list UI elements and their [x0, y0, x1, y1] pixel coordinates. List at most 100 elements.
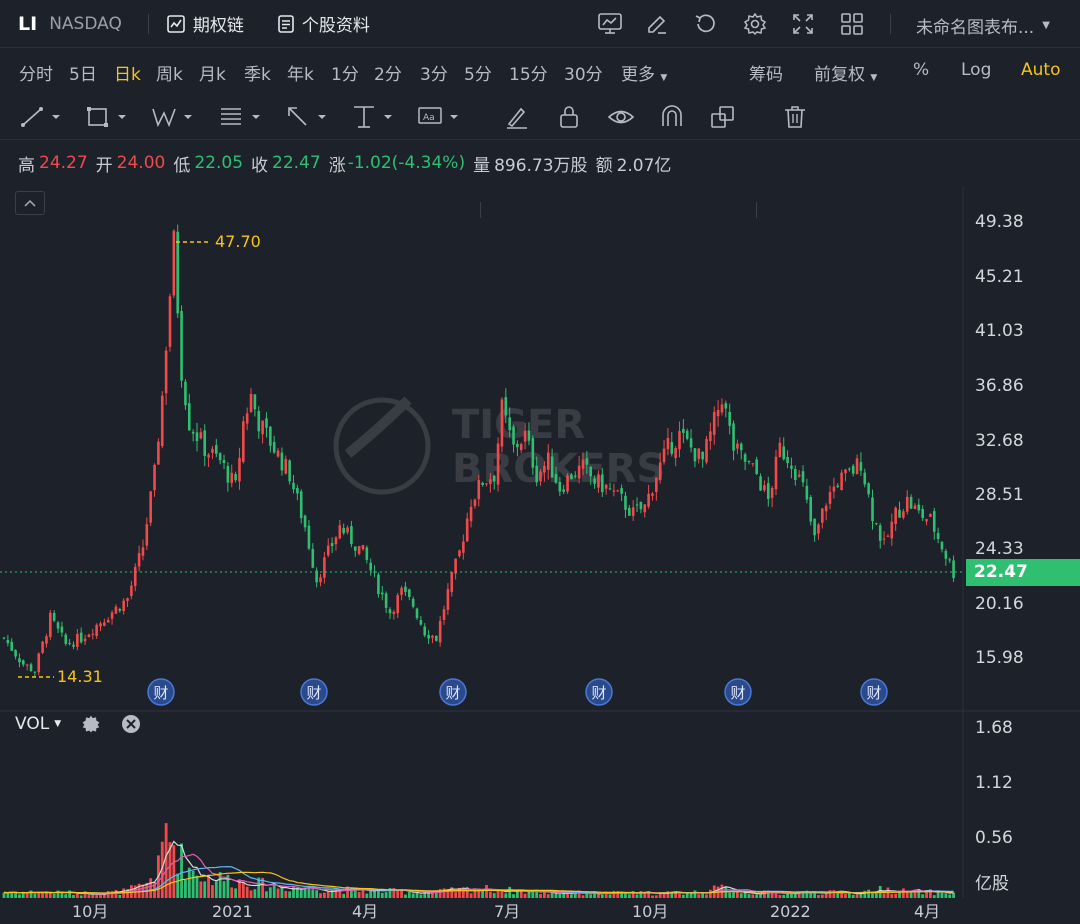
measure-tool-icon[interactable]	[352, 104, 396, 134]
symbol-label[interactable]: LI	[18, 12, 38, 35]
price-chart[interactable]: TIGER BROKERS 47.70 14.31 49.38 45.21 41…	[0, 186, 1080, 924]
period-3min[interactable]: 3分	[420, 65, 448, 85]
period-yearly[interactable]: 年k	[287, 65, 314, 85]
earnings-marker[interactable]: 财	[300, 678, 328, 706]
watermark: TIGER BROKERS	[333, 396, 665, 495]
period-30min[interactable]: 30分	[564, 65, 603, 85]
clone-icon[interactable]	[710, 104, 736, 134]
period-1min[interactable]: 1分	[331, 65, 359, 85]
candle-body	[508, 417, 511, 431]
candle-body	[199, 432, 203, 439]
trash-icon[interactable]	[783, 104, 807, 134]
volume-bar	[180, 843, 183, 898]
earnings-marker[interactable]: 财	[585, 678, 613, 706]
volume-bar	[400, 889, 403, 898]
fibonacci-tool-icon[interactable]	[220, 104, 264, 134]
settings-gear-icon[interactable]	[743, 12, 767, 36]
volume-bar	[118, 894, 122, 898]
volume-bar	[805, 890, 809, 898]
volume-bar	[485, 884, 488, 898]
magnet-icon[interactable]	[659, 104, 685, 134]
collapse-button[interactable]	[15, 191, 45, 215]
indicator-icon[interactable]	[598, 13, 622, 35]
exchange-label: NASDAQ	[49, 13, 122, 34]
period-2min[interactable]: 2分	[374, 65, 402, 85]
brush-icon[interactable]	[505, 104, 529, 134]
volume-bar	[164, 823, 168, 898]
volume-bar	[859, 892, 863, 898]
period-5min[interactable]: 5分	[464, 65, 492, 85]
period-quarterly[interactable]: 季k	[244, 65, 271, 85]
volume-bar	[261, 877, 265, 898]
volume-bar	[874, 892, 878, 898]
earnings-marker[interactable]: 财	[860, 678, 888, 706]
volume-bar	[921, 894, 925, 898]
lock-icon[interactable]	[557, 104, 581, 134]
period-daily[interactable]: 日k	[114, 65, 141, 85]
wave-tool-icon[interactable]	[152, 104, 196, 134]
arrow-tool-icon[interactable]	[286, 104, 330, 134]
earnings-marker[interactable]: 财	[147, 678, 175, 706]
candle-body	[747, 461, 751, 463]
volume-bar	[481, 889, 485, 898]
candle-body	[890, 521, 894, 539]
volume-bar	[272, 884, 276, 898]
volume-bar	[79, 895, 83, 898]
candle-body	[693, 448, 697, 462]
candle-body	[743, 454, 747, 462]
period-5day[interactable]: 5日	[69, 65, 97, 85]
candle-body	[794, 468, 797, 480]
candle-body	[832, 486, 836, 492]
percent-toggle[interactable]: %	[913, 60, 930, 80]
candle-body	[469, 506, 473, 522]
candle-body	[346, 527, 349, 533]
candle-body	[103, 622, 106, 626]
candle-body	[350, 526, 353, 545]
volume-bar	[392, 888, 396, 898]
period-monthly[interactable]: 月k	[199, 65, 226, 85]
period-weekly[interactable]: 周k	[156, 65, 183, 85]
price-axis: 49.38 45.21 41.03 36.86 32.68 28.51 24.3…	[975, 212, 1024, 668]
volume-bar	[473, 888, 477, 898]
volume-bar	[546, 894, 550, 898]
earnings-markers[interactable]: 财 财 财 财 财 财	[147, 678, 888, 706]
stock-info-button[interactable]: 个股资料	[278, 11, 370, 36]
candle-body	[323, 557, 326, 578]
volume-ma-line	[3, 871, 954, 894]
layout-grid-icon[interactable]	[840, 12, 864, 36]
period-more[interactable]: 更多 ▼	[621, 65, 668, 85]
price-tick: 20.16	[975, 594, 1024, 614]
period-intraday[interactable]: 分时	[19, 65, 53, 85]
log-toggle[interactable]: Log	[961, 60, 992, 80]
rectangle-tool-icon[interactable]	[86, 104, 130, 134]
refresh-icon[interactable]	[694, 13, 718, 35]
chevron-down-icon: ▼	[1042, 20, 1050, 31]
document-icon	[278, 14, 294, 33]
auto-toggle[interactable]: Auto	[1021, 60, 1061, 80]
edit-icon[interactable]	[646, 13, 668, 35]
options-chain-button[interactable]: 期权链	[167, 11, 244, 36]
candle-body	[299, 491, 303, 519]
eye-icon[interactable]	[607, 104, 635, 134]
close-icon[interactable]	[121, 714, 141, 734]
settings-gear-icon[interactable]	[81, 714, 101, 734]
period-15min[interactable]: 15分	[509, 65, 548, 85]
volume-bar	[670, 891, 674, 898]
fullscreen-icon[interactable]	[791, 12, 815, 36]
candle-body	[95, 624, 98, 636]
volume-bar	[238, 879, 241, 898]
adjust-dropdown[interactable]: 前复权 ▼	[814, 65, 878, 85]
earnings-marker[interactable]: 财	[439, 678, 467, 706]
earnings-marker[interactable]: 财	[724, 678, 752, 706]
volume-indicator-dropdown[interactable]: VOL ▼	[15, 714, 62, 734]
layout-selector[interactable]: 未命名图表布... ▼	[916, 13, 1050, 38]
line-tool-icon[interactable]	[20, 104, 64, 134]
candle-body	[581, 459, 585, 469]
volume-bar	[836, 891, 840, 898]
chips-button[interactable]: 筹码	[749, 65, 783, 85]
candle-body	[712, 411, 716, 435]
volume-bar	[72, 895, 75, 898]
candle-body	[821, 508, 824, 523]
text-tool-icon[interactable]: Aa	[418, 104, 462, 134]
volume-bar	[446, 889, 450, 898]
